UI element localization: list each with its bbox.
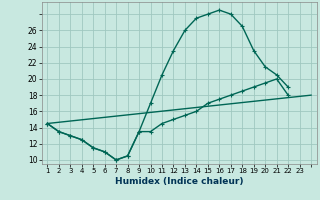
X-axis label: Humidex (Indice chaleur): Humidex (Indice chaleur) (115, 177, 244, 186)
